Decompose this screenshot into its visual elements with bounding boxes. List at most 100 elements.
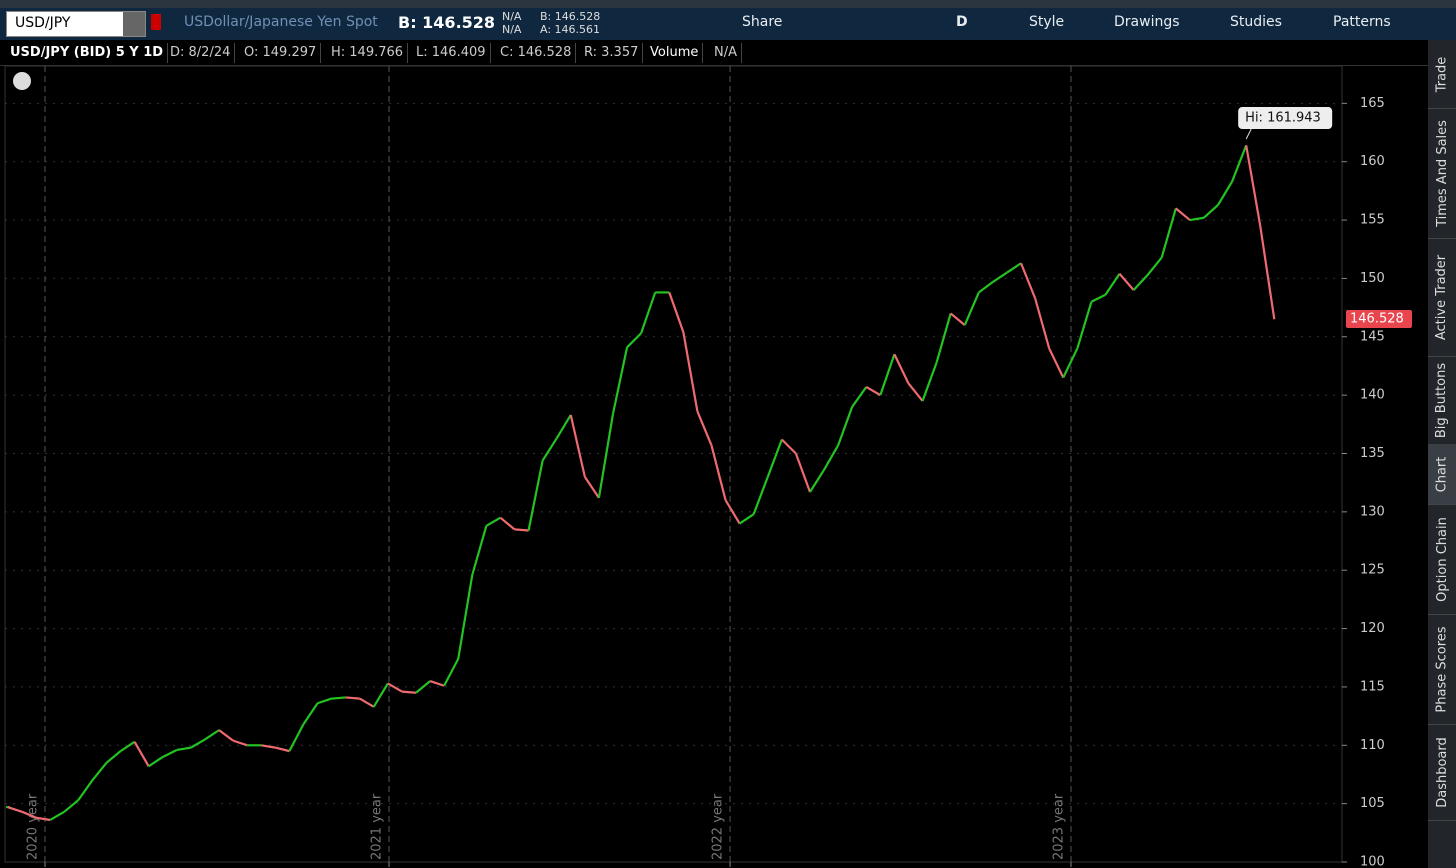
open: O: 149.297	[240, 43, 322, 63]
price-segment	[794, 453, 812, 493]
price-segment	[302, 702, 319, 725]
price-segment	[921, 362, 938, 402]
price-segment	[978, 281, 994, 294]
patterns-button[interactable]: Patterns	[1333, 14, 1391, 30]
price-segment	[1118, 273, 1135, 291]
side-tab[interactable]: Dashboard	[1428, 724, 1456, 821]
price-segment	[218, 729, 234, 742]
price-segment	[724, 499, 741, 525]
price-segment	[331, 696, 346, 700]
drawings-button[interactable]: Drawings	[1114, 14, 1180, 30]
price-segment	[49, 810, 65, 821]
price-segment	[781, 438, 797, 455]
side-tab-label: Active Trader	[1434, 254, 1450, 340]
y-tick-label: 165	[1360, 96, 1385, 111]
style-button[interactable]: Style	[1029, 14, 1065, 30]
ask-size: N/A	[502, 23, 522, 36]
price-segment	[907, 382, 924, 402]
side-tab-label: Phase Scores	[1434, 625, 1450, 713]
price-segment	[288, 723, 305, 752]
price-segment	[1217, 180, 1234, 206]
price-segment	[569, 414, 586, 478]
price-segment	[190, 738, 206, 749]
price-segment	[443, 658, 460, 687]
price-segment	[809, 469, 825, 493]
side-tab-label: Chart	[1434, 456, 1450, 492]
price-segment	[415, 680, 431, 694]
price-segment	[1090, 293, 1106, 303]
price-segment	[949, 312, 966, 326]
price-segment	[471, 525, 488, 576]
price-segment	[1160, 208, 1177, 258]
price-segment	[1132, 274, 1149, 291]
side-tab[interactable]: Option Chain	[1428, 504, 1456, 615]
price-segment	[91, 762, 108, 781]
price-segment	[387, 682, 403, 693]
price-segment	[541, 437, 558, 462]
price-segment	[429, 680, 445, 687]
price-segment	[710, 445, 727, 501]
symbol-box[interactable]: USD/JPY	[6, 11, 146, 37]
side-panel: Trade Times And Sales Active Trader Big But…	[1428, 40, 1456, 868]
dropdown	[123, 12, 145, 36]
share-button[interactable]: Share	[742, 14, 783, 30]
symbol: USD/JPY	[15, 15, 71, 31]
y-tick-label: 155	[1360, 213, 1385, 228]
y-tick-label: 105	[1360, 796, 1385, 811]
chart-title: USD/JPY (BID) 5 Y 1D	[6, 43, 169, 63]
side-tab[interactable]: Active Trader	[1428, 238, 1456, 357]
price-segment	[1175, 207, 1191, 221]
side-tab[interactable]: Big Buttons	[1428, 356, 1456, 445]
price-segment	[133, 741, 150, 767]
y-tick-label: 150	[1360, 271, 1385, 286]
info-icon[interactable]	[13, 72, 31, 90]
price-segment	[766, 439, 783, 478]
price-segment	[35, 816, 51, 822]
price-segment	[359, 697, 375, 708]
price-segment	[119, 740, 136, 753]
side-tab-label: Trade	[1434, 56, 1450, 92]
side-tab-label: Times And Sales	[1434, 119, 1450, 227]
side-tab[interactable]: Phase Scores	[1428, 614, 1456, 725]
last-price-label: 146.528	[1350, 311, 1404, 326]
price-segment	[1104, 273, 1121, 296]
price-segment	[935, 313, 952, 363]
volume-value: N/A	[710, 43, 742, 63]
price-segment	[1259, 225, 1276, 320]
price-segment	[1189, 216, 1205, 222]
studies-button[interactable]: Studies	[1230, 14, 1282, 30]
price-segment	[372, 682, 389, 708]
y-tick-label: 140	[1360, 388, 1385, 403]
x-tick-label: 2021 year	[369, 793, 384, 860]
price-segment	[739, 513, 755, 525]
side-tab[interactable]: Times And Sales	[1428, 108, 1456, 239]
price-segment	[555, 414, 572, 439]
y-tick-label: 160	[1360, 154, 1385, 169]
bid-small: B: 146.528	[540, 10, 601, 23]
high-label: Hi: 161.943	[1245, 111, 1321, 126]
price-segment	[77, 779, 94, 801]
side-tab[interactable]: Trade	[1428, 40, 1456, 109]
toolbar: USD/JPY USDollar/Japanese Yen Spot B: 14…	[0, 8, 1456, 40]
price-segment	[499, 516, 516, 531]
price-segment	[1245, 145, 1262, 227]
price-segment	[640, 292, 657, 334]
price-segment	[401, 690, 417, 694]
price-segment	[21, 810, 37, 819]
price-segment	[162, 748, 178, 758]
price-segment	[457, 574, 474, 660]
price-segment	[752, 476, 769, 515]
price-segment	[514, 528, 529, 532]
price-segment	[148, 756, 164, 768]
y-tick-label: 125	[1360, 563, 1385, 578]
bid: B: 146.528	[398, 13, 496, 32]
close: C: 146.528	[496, 43, 577, 63]
alert-icon	[151, 14, 161, 30]
last-price-box	[1346, 309, 1412, 328]
price-segment	[823, 444, 840, 471]
side-tab[interactable]: Chart	[1428, 444, 1456, 505]
price-segment	[485, 516, 501, 527]
price-segment	[682, 331, 699, 412]
aggregation-button[interactable]: D	[956, 14, 968, 30]
price-segment	[597, 413, 615, 499]
